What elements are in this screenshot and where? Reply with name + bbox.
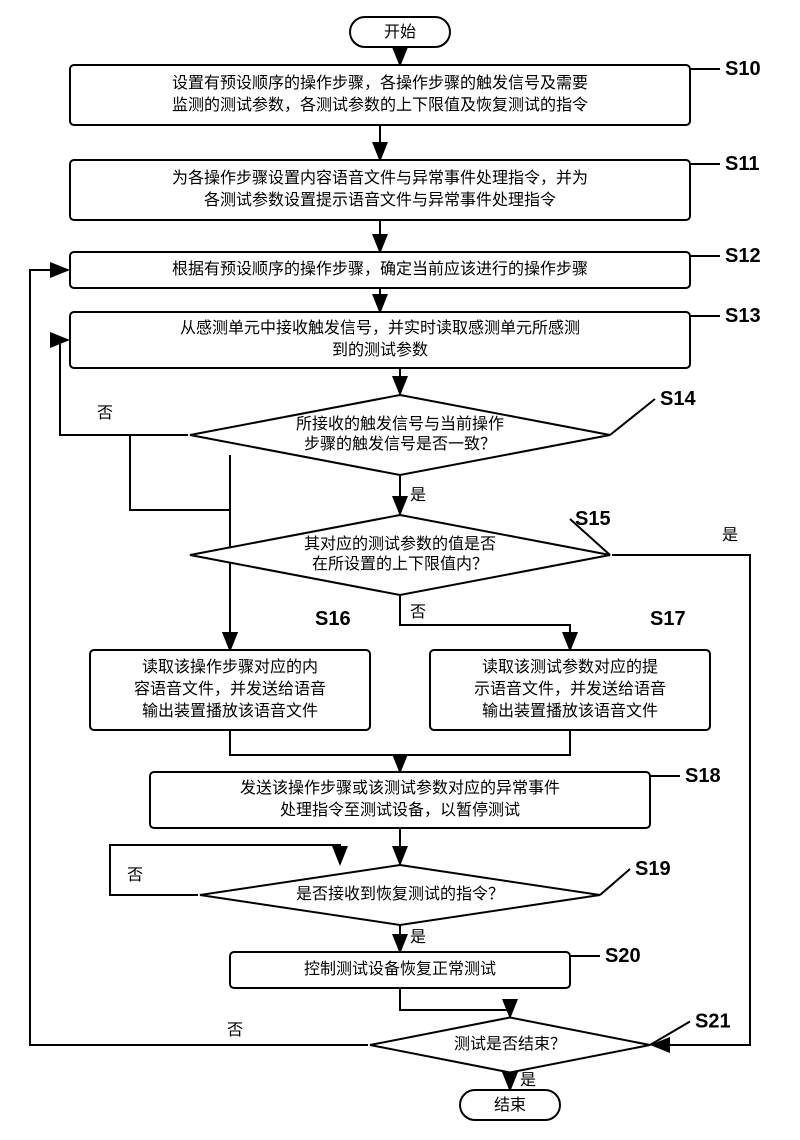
svg-text:S10: S10 xyxy=(725,58,761,80)
svg-text:示语音文件，并发送给语音: 示语音文件，并发送给语音 xyxy=(474,680,666,698)
svg-text:到的测试参数: 到的测试参数 xyxy=(332,341,428,359)
svg-text:S19: S19 xyxy=(635,858,671,880)
svg-text:所接收的触发信号与当前操作: 所接收的触发信号与当前操作 xyxy=(296,415,504,433)
svg-text:为各操作步骤设置内容语音文件与异常事件处理指令，并为: 为各操作步骤设置内容语音文件与异常事件处理指令，并为 xyxy=(172,169,588,187)
svg-text:S12: S12 xyxy=(725,245,761,267)
svg-text:容语音文件，并发送给语音: 容语音文件，并发送给语音 xyxy=(134,680,326,698)
svg-text:否: 否 xyxy=(97,405,113,422)
svg-text:是: 是 xyxy=(410,929,426,946)
svg-text:输出装置播放该语音文件: 输出装置播放该语音文件 xyxy=(482,702,658,720)
svg-text:是: 是 xyxy=(722,527,738,544)
svg-text:S13: S13 xyxy=(725,305,761,327)
svg-text:S11: S11 xyxy=(725,153,759,175)
svg-text:结束: 结束 xyxy=(494,1096,526,1114)
svg-text:发送该操作步骤或该测试参数对应的异常事件: 发送该操作步骤或该测试参数对应的异常事件 xyxy=(240,778,560,797)
svg-text:S17: S17 xyxy=(650,608,686,630)
svg-text:控制测试设备恢复正常测试: 控制测试设备恢复正常测试 xyxy=(304,960,496,978)
svg-text:输出装置播放该语音文件: 输出装置播放该语音文件 xyxy=(142,702,318,720)
svg-text:读取该操作步骤对应的内: 读取该操作步骤对应的内 xyxy=(142,657,318,676)
svg-text:各测试参数设置提示语音文件与异常事件处理指令: 各测试参数设置提示语音文件与异常事件处理指令 xyxy=(204,191,556,209)
svg-text:处理指令至测试设备，以暂停测试: 处理指令至测试设备，以暂停测试 xyxy=(280,801,520,819)
svg-text:是: 是 xyxy=(520,1072,536,1089)
svg-text:否: 否 xyxy=(410,604,426,621)
svg-text:S14: S14 xyxy=(660,388,696,410)
svg-text:S21: S21 xyxy=(695,1011,731,1033)
svg-text:S16: S16 xyxy=(315,608,351,630)
svg-text:从感测单元中接收触发信号，并实时读取感测单元所感测: 从感测单元中接收触发信号，并实时读取感测单元所感测 xyxy=(180,319,580,337)
svg-text:S18: S18 xyxy=(685,765,721,787)
svg-text:是否接收到恢复测试的指令？: 是否接收到恢复测试的指令？ xyxy=(296,885,504,903)
svg-text:步骤的触发信号是否一致？: 步骤的触发信号是否一致？ xyxy=(304,435,496,453)
flowchart-svg: 开始设置有预设顺序的操作步骤，各操作步骤的触发信号及需要监测的测试参数，各测试参… xyxy=(10,10,790,1130)
svg-text:S20: S20 xyxy=(605,945,641,967)
svg-text:设置有预设顺序的操作步骤，各操作步骤的触发信号及需要: 设置有预设顺序的操作步骤，各操作步骤的触发信号及需要 xyxy=(172,74,588,92)
svg-text:开始: 开始 xyxy=(384,23,416,41)
svg-text:读取该测试参数对应的提: 读取该测试参数对应的提 xyxy=(482,657,658,676)
svg-text:其对应的测试参数的值是否: 其对应的测试参数的值是否 xyxy=(304,534,496,553)
svg-text:根据有预设顺序的操作步骤，确定当前应该进行的操作步骤: 根据有预设顺序的操作步骤，确定当前应该进行的操作步骤 xyxy=(172,259,588,278)
svg-text:在所设置的上下限值内？: 在所设置的上下限值内？ xyxy=(312,555,488,573)
svg-text:测试是否结束？: 测试是否结束？ xyxy=(454,1035,566,1053)
svg-text:监测的测试参数，各测试参数的上下限值及恢复测试的指令: 监测的测试参数，各测试参数的上下限值及恢复测试的指令 xyxy=(172,96,588,114)
svg-text:S15: S15 xyxy=(575,508,611,530)
svg-text:是: 是 xyxy=(410,487,426,504)
svg-text:否: 否 xyxy=(227,1022,243,1039)
svg-text:否: 否 xyxy=(127,867,143,884)
